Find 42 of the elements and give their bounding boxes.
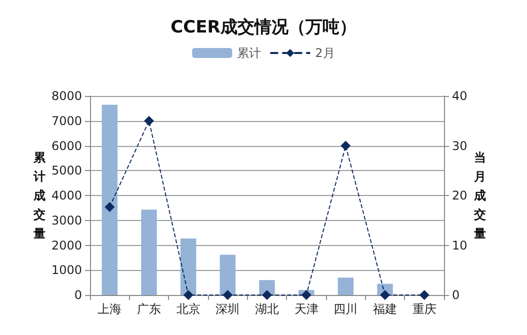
- y-tick-label: 1000: [51, 263, 82, 278]
- y-tick-label: 0: [74, 288, 82, 302]
- point: [262, 290, 272, 300]
- x-tick-label: 北京: [176, 302, 200, 316]
- bar: [141, 210, 157, 295]
- y-tick-label: 6000: [51, 138, 82, 153]
- chart-title: CCER成交情况（万吨）: [170, 18, 356, 38]
- y-tick-label: 5000: [51, 164, 82, 178]
- point: [301, 290, 312, 300]
- x-tick-label: 福建: [373, 302, 397, 316]
- y-tick-label: 2000: [51, 238, 82, 252]
- y2-axis-title: 当月成交量: [473, 150, 486, 240]
- y2-tick-label: 10: [452, 238, 468, 252]
- legend-label: 累计: [237, 46, 262, 60]
- point: [144, 116, 154, 126]
- point: [419, 290, 430, 300]
- point: [183, 290, 194, 300]
- point: [104, 202, 115, 212]
- bar: [180, 238, 196, 295]
- y2-tick-label: 20: [452, 188, 468, 202]
- y2-tick-label: 40: [452, 89, 468, 103]
- y-tick-label: 3000: [51, 213, 82, 228]
- point: [380, 290, 390, 300]
- x-tick-label: 重庆: [412, 302, 436, 316]
- point: [222, 290, 233, 300]
- bar: [102, 104, 118, 295]
- y-tick-label: 4000: [51, 188, 82, 202]
- y2-tick-label: 30: [452, 138, 468, 153]
- y2-tick-label: 0: [452, 288, 460, 302]
- x-tick-label: 天津: [294, 302, 318, 316]
- point: [340, 140, 351, 151]
- x-tick-label: 湖北: [255, 302, 279, 316]
- x-tick-label: 上海: [98, 302, 122, 316]
- legend-label: 2月: [315, 46, 335, 60]
- y-tick-label: 7000: [51, 114, 82, 128]
- y-tick-label: 8000: [51, 89, 82, 103]
- x-tick-label: 深圳: [216, 302, 240, 316]
- x-tick-label: 四川: [334, 302, 358, 316]
- bar: [220, 254, 236, 295]
- x-tick-label: 广东: [137, 302, 161, 316]
- y-axis-title: 累计成交量: [32, 150, 47, 240]
- bar: [338, 278, 354, 295]
